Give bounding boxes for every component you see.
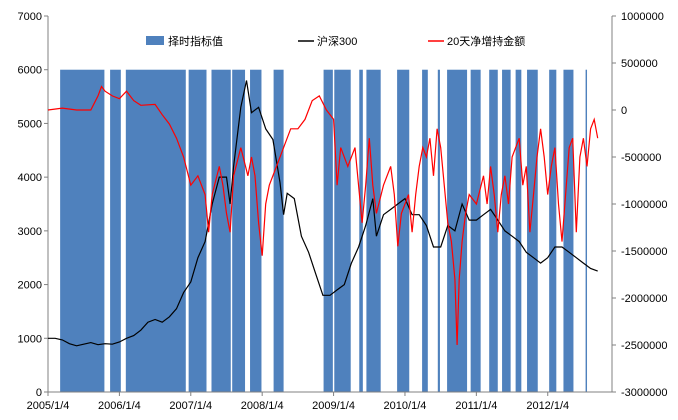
- x-tick-label-7: 2012/1/4: [526, 400, 569, 412]
- y-right-tick-label-1: -2500000: [621, 340, 668, 352]
- legend-label-signal: 择时指标值: [168, 34, 223, 48]
- tick-labels: 0 1000 2000 3000 4000 5000 6000 7000 -3000000 -25…: [18, 11, 668, 412]
- y-left-tick-label-5: 5000: [18, 118, 42, 130]
- legend-label-netflow: 20天净增持金额: [447, 34, 525, 48]
- signal-band-17: [489, 69, 498, 392]
- signal-band-3: [188, 69, 207, 392]
- y-left-tick-label-0: 0: [36, 387, 42, 399]
- y-right-tick-label-8: 1000000: [621, 11, 664, 23]
- signal-band-4: [211, 69, 231, 392]
- signal-band-16: [470, 69, 481, 392]
- line-netflow: [47, 85, 599, 346]
- legend-label-hs300: 沪深300: [317, 34, 357, 48]
- signal-band-2: [125, 69, 186, 392]
- signal-band-6: [250, 69, 262, 392]
- y-right-tick-label-6: 0: [621, 105, 627, 117]
- x-tick-label-3: 2008/1/4: [241, 400, 284, 412]
- signal-band-5: [232, 69, 246, 392]
- y-right-tick-label-4: -1000000: [621, 199, 668, 211]
- y-left-tick-label-3: 3000: [18, 226, 42, 238]
- signal-band-7: [273, 69, 284, 392]
- y-left-tick-label-7: 7000: [18, 11, 42, 23]
- signal-band-22: [563, 69, 574, 392]
- legend: 择时指标值 沪深300 20天净增持金额: [146, 34, 525, 48]
- signal-band-15: [447, 69, 468, 392]
- legend-swatch-signal: [146, 36, 164, 45]
- x-tick-label-0: 2005/1/4: [27, 400, 70, 412]
- series-lines: [47, 80, 599, 347]
- signal-band-13: [422, 69, 428, 392]
- x-tick-label-2: 2007/1/4: [169, 400, 212, 412]
- signal-band-20: [527, 69, 538, 392]
- signal-band-23: [585, 69, 588, 392]
- line-hs300: [48, 80, 598, 347]
- signal-band-9: [334, 69, 351, 392]
- y-left-tick-label-2: 2000: [18, 280, 42, 292]
- signal-band-21: [549, 69, 557, 392]
- y-left-tick-label-1: 1000: [18, 333, 42, 345]
- y-right-tick-label-2: -2000000: [621, 293, 668, 305]
- x-tick-label-6: 2011/1/4: [455, 400, 497, 412]
- signal-band-14: [437, 69, 440, 392]
- signal-band-10: [359, 69, 363, 392]
- x-tick-label-5: 2010/1/4: [384, 400, 427, 412]
- signal-band-19: [515, 69, 522, 392]
- signal-bands: [60, 69, 588, 392]
- y-left-tick-label-6: 6000: [18, 65, 42, 77]
- x-tick-label-4: 2009/1/4: [312, 400, 355, 412]
- y-right-tick-label-5: -500000: [621, 152, 661, 164]
- signal-band-18: [502, 69, 511, 392]
- x-tick-label-1: 2006/1/4: [98, 400, 141, 412]
- y-left-tick-label-4: 4000: [18, 172, 42, 184]
- y-right-tick-label-0: -3000000: [621, 387, 668, 399]
- signal-band-1: [110, 69, 121, 392]
- y-right-tick-label-7: 500000: [621, 58, 658, 70]
- signal-band-0: [60, 69, 105, 392]
- signal-band-12: [397, 69, 410, 392]
- y-right-tick-label-3: -1500000: [621, 246, 668, 258]
- signal-band-8: [323, 69, 333, 392]
